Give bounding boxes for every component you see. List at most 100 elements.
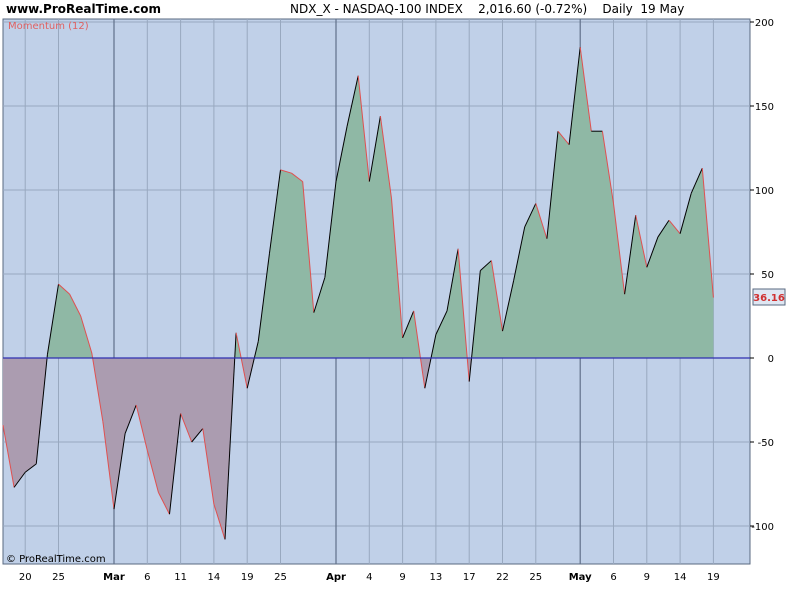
x-tick-label: 9 xyxy=(399,572,405,583)
instrument-info: NDX_X - NASDAQ-100 INDEX 2,016.60 (-0.72… xyxy=(290,2,685,16)
momentum-segment xyxy=(169,413,182,515)
momentum-segment xyxy=(146,450,159,493)
momentum-segment xyxy=(546,131,559,239)
momentum-segment xyxy=(368,115,381,182)
momentum-segment xyxy=(535,203,548,239)
momentum-segment xyxy=(479,260,492,272)
x-tick-label: 14 xyxy=(674,572,687,583)
y-axis: 200 150 100 50 0 -50 -100 xyxy=(750,18,774,533)
momentum-segment xyxy=(524,203,537,228)
momentum-segment xyxy=(502,280,515,332)
momentum-segment xyxy=(157,492,170,515)
momentum-segment xyxy=(579,47,592,132)
x-tick-label: 22 xyxy=(496,572,509,583)
momentum-segment xyxy=(313,277,326,313)
indicator-label: Momentum (12) xyxy=(8,21,89,32)
momentum-segment xyxy=(257,253,270,342)
positive-area xyxy=(254,75,421,358)
x-tick-label: 6 xyxy=(610,572,616,583)
y-tick-label: -50 xyxy=(758,438,774,449)
momentum-segment xyxy=(468,270,481,382)
momentum-segment xyxy=(557,130,570,145)
negative-area xyxy=(92,358,235,540)
momentum-segment xyxy=(413,310,426,389)
momentum-segment xyxy=(379,116,392,199)
momentum-segment xyxy=(701,168,714,298)
momentum-segment xyxy=(80,315,93,354)
x-tick-label: 25 xyxy=(529,572,542,583)
momentum-segment xyxy=(391,198,404,338)
momentum-segment xyxy=(490,260,503,332)
negative-area xyxy=(241,358,255,389)
momentum-segment xyxy=(202,428,215,505)
negative-area xyxy=(420,358,432,389)
momentum-segment xyxy=(690,167,703,194)
momentum-line xyxy=(2,47,714,540)
momentum-segment xyxy=(635,215,648,268)
negative-area xyxy=(3,358,48,488)
x-tick-label: 13 xyxy=(430,572,443,583)
momentum-segment xyxy=(668,219,681,234)
momentum-segment xyxy=(24,463,37,473)
positive-area xyxy=(471,47,714,358)
momentum-segment xyxy=(69,293,82,317)
x-tick-label: 25 xyxy=(274,572,287,583)
momentum-segment xyxy=(302,181,315,313)
momentum-segment xyxy=(357,75,370,182)
momentum-segment xyxy=(191,428,204,443)
y-tick-label: 100 xyxy=(755,186,774,197)
momentum-segment xyxy=(91,352,104,422)
y-tick-label: 50 xyxy=(761,270,774,281)
momentum-segment xyxy=(402,310,415,339)
momentum-segment xyxy=(180,413,193,443)
y-tick-label: 200 xyxy=(755,18,774,29)
positive-area xyxy=(431,248,468,358)
momentum-segment xyxy=(346,75,359,127)
momentum-segment xyxy=(646,236,659,268)
x-tick-label: 25 xyxy=(52,572,65,583)
y-tick-label: -100 xyxy=(751,522,774,533)
momentum-segment xyxy=(224,332,237,540)
momentum-segment xyxy=(213,504,226,540)
last-value-text: 36.16 xyxy=(753,293,785,304)
momentum-segment xyxy=(513,226,526,281)
x-tick-label: 6 xyxy=(144,572,150,583)
momentum-segment xyxy=(335,126,348,182)
copyright-label: © ProRealTime.com xyxy=(6,554,106,565)
momentum-segment xyxy=(324,181,337,278)
momentum-segment xyxy=(102,421,115,510)
x-tick-label: 19 xyxy=(241,572,254,583)
momentum-segment xyxy=(246,341,259,389)
x-tick-label: 9 xyxy=(644,572,650,583)
momentum-segment xyxy=(13,471,26,488)
x-tick-label: 19 xyxy=(707,572,720,583)
momentum-segment xyxy=(113,433,126,510)
x-axis: 20 25 Mar 6 11 14 19 25 Apr 4 9 13 17 22 25 May 6 9 14 19 xyxy=(19,572,720,583)
x-tick-label: 14 xyxy=(208,572,221,583)
momentum-segment xyxy=(280,169,292,174)
momentum-segment xyxy=(624,215,637,295)
x-month-label: May xyxy=(569,572,592,583)
momentum-segment xyxy=(2,425,15,488)
momentum-segment xyxy=(35,354,48,464)
momentum-segment xyxy=(268,169,281,254)
site-title: www.ProRealTime.com xyxy=(6,2,161,16)
x-tick-label: 11 xyxy=(174,572,187,583)
momentum-segment xyxy=(446,248,459,312)
momentum-segment xyxy=(568,47,581,145)
y-tick-label: 150 xyxy=(755,102,774,113)
y-tick-label: 0 xyxy=(768,354,774,365)
momentum-segment xyxy=(58,283,70,295)
x-tick-label: 4 xyxy=(366,572,372,583)
momentum-segment xyxy=(424,334,437,389)
momentum-segment xyxy=(235,332,248,389)
positive-area xyxy=(47,284,93,358)
momentum-segment xyxy=(679,193,692,234)
momentum-segment xyxy=(601,131,614,204)
x-month-label: Apr xyxy=(326,572,346,583)
momentum-segment xyxy=(457,248,470,382)
momentum-segment xyxy=(291,172,304,182)
x-tick-label: 20 xyxy=(19,572,32,583)
momentum-segment xyxy=(124,404,137,434)
